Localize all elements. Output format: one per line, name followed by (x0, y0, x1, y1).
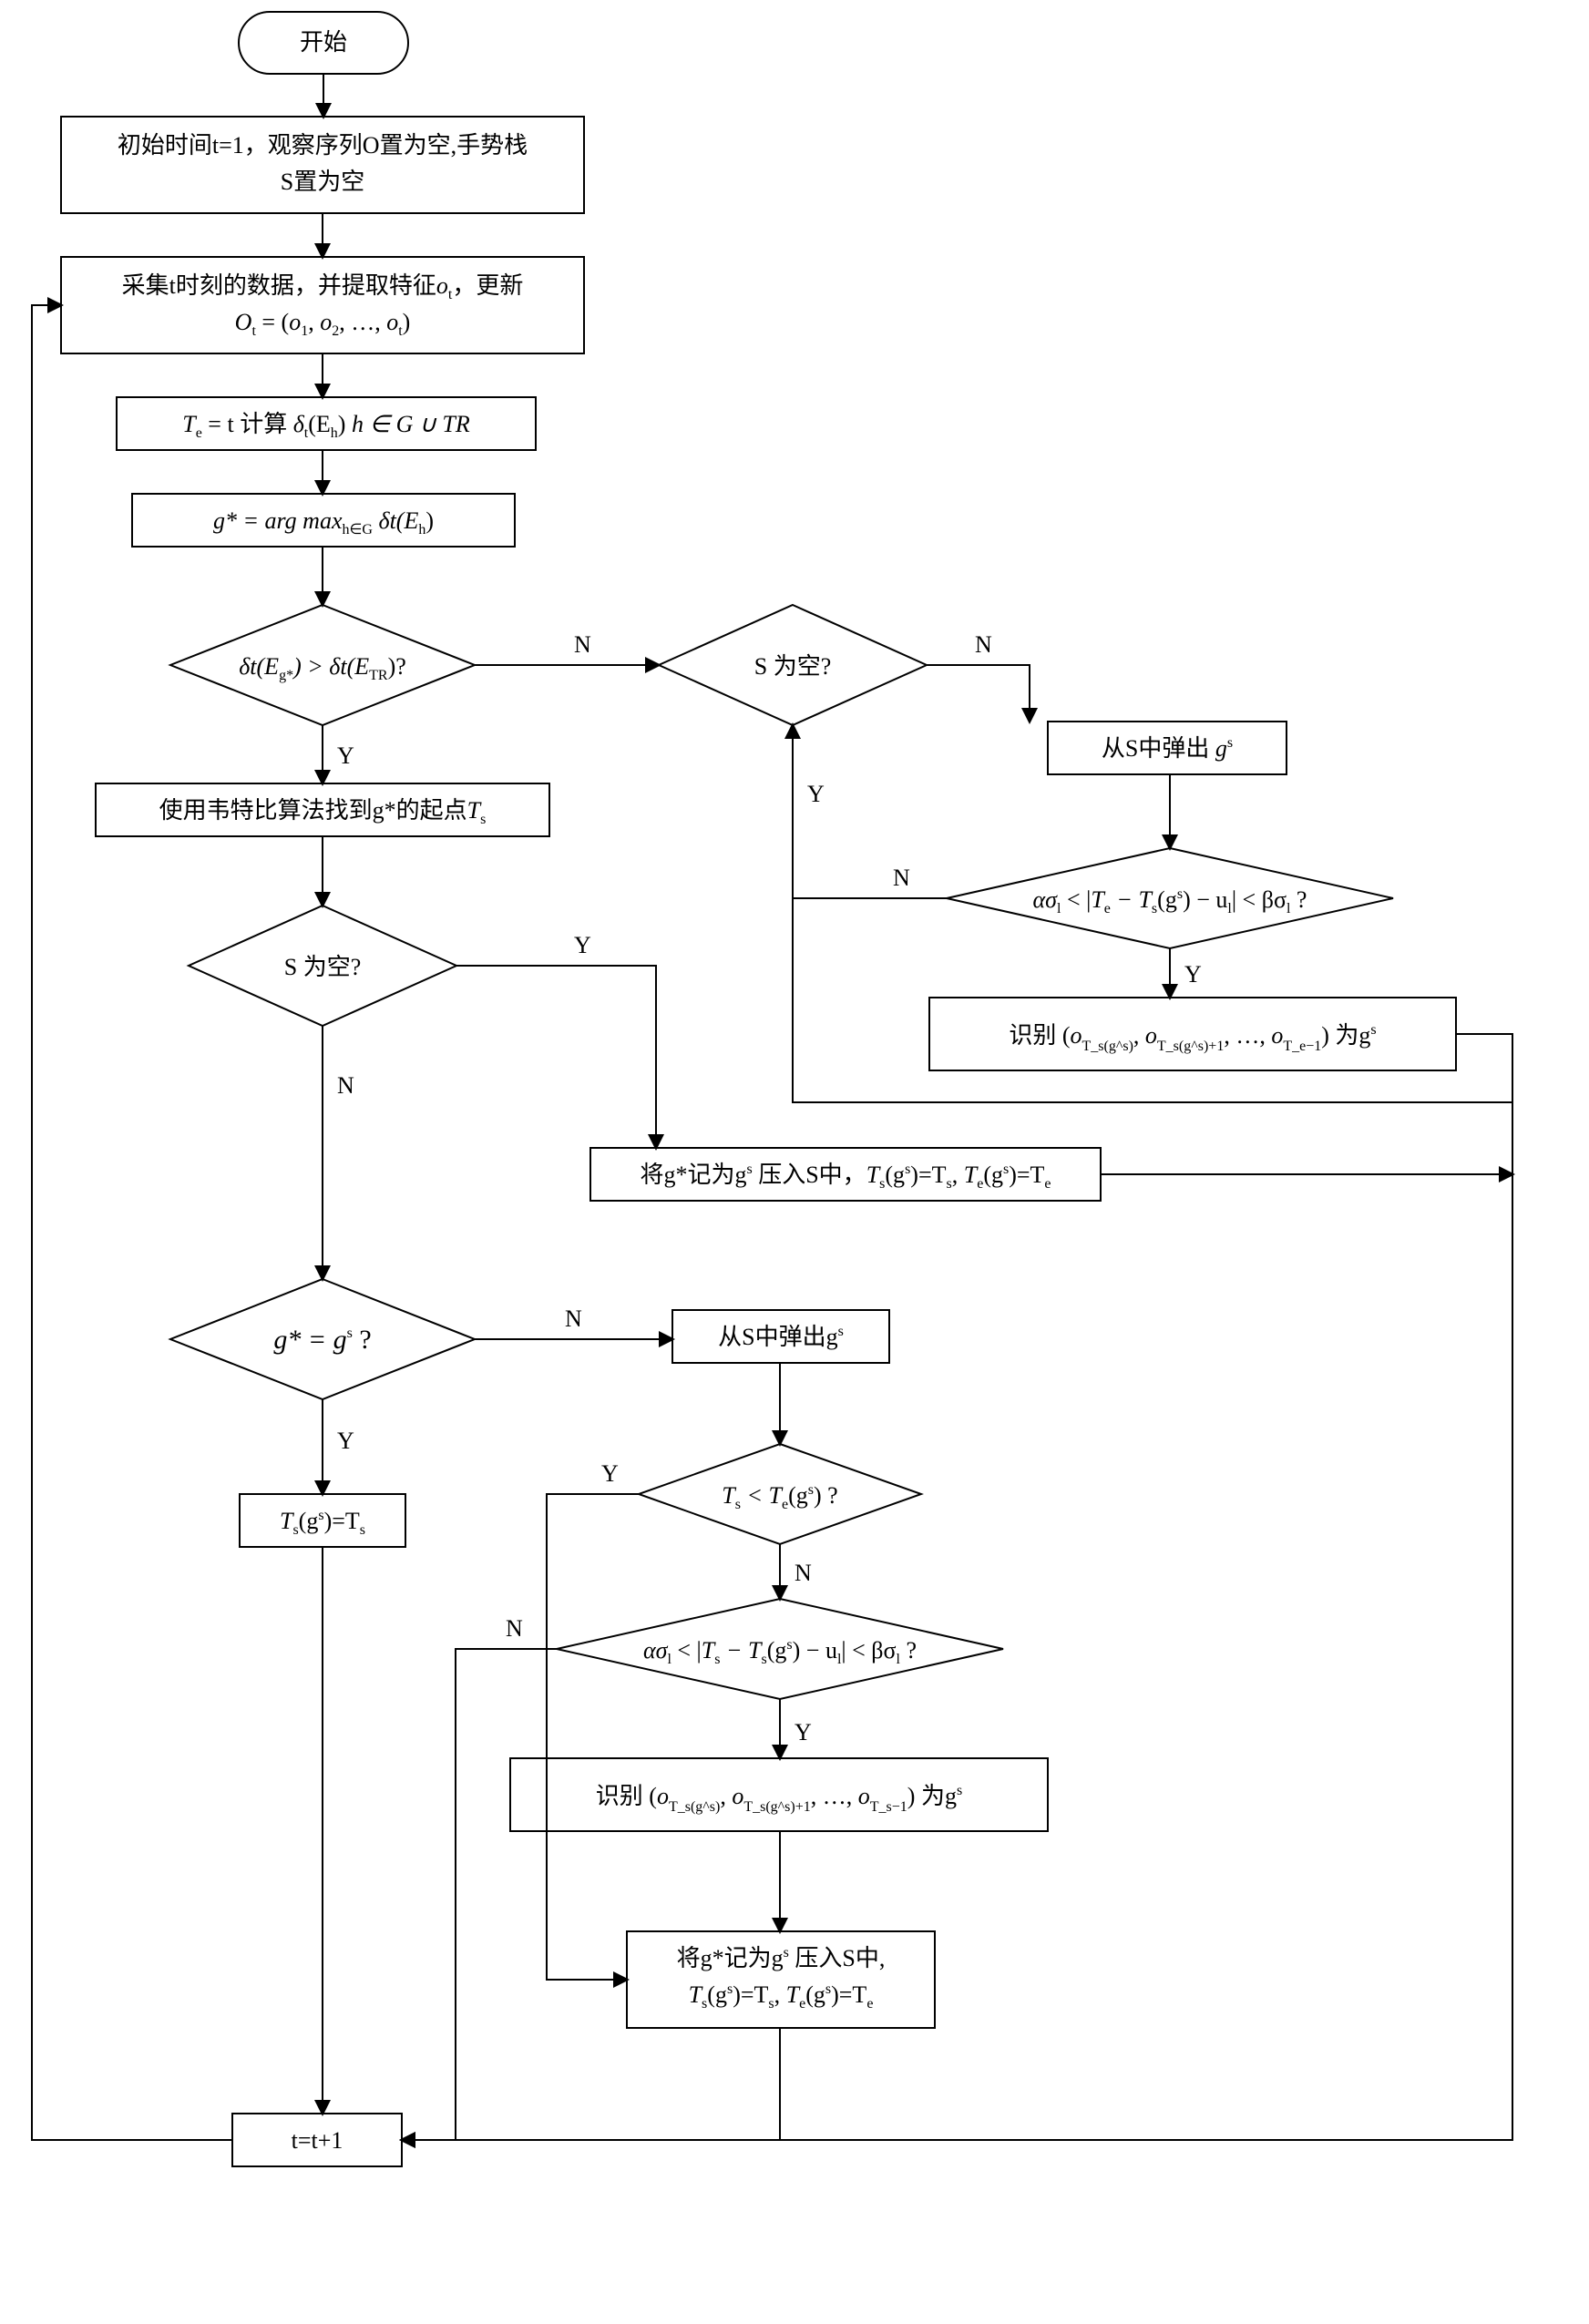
geq-yes: Y (337, 1428, 354, 1454)
sigma-r-yes: Y (1184, 961, 1202, 988)
edge-inc-collect (32, 305, 232, 2140)
node-collect-l2: Ot = (o1, o2, …, ot) (235, 309, 411, 339)
node-sigma-l-label: ασl < |Ts − Ts(gs) − ul| < βσl ? (643, 1637, 917, 1667)
node-sempty-r-label: S 为空? (754, 653, 832, 680)
sempty-l-no: N (337, 1072, 354, 1099)
node-init-l1: 初始时间t=1，观察序列O置为空,手势栈 (118, 132, 528, 159)
node-viterbi-label: 使用韦特比算法找到g*的起点Ts (159, 797, 487, 827)
node-inc-label: t=t+1 (292, 2127, 343, 2154)
node-pop-r-label: 从S中弹出 gs (1102, 735, 1233, 762)
sempty-r-yes: Y (807, 781, 825, 807)
flowchart: 开始 初始时间t=1，观察序列O置为空,手势栈 S置为空 采集t时刻的数据，并提… (0, 0, 1589, 2324)
node-collect (61, 257, 584, 353)
node-push2-l1: 将g*记为gs 压入S中, (677, 1945, 886, 1971)
ts-cmp-yes: Y (601, 1460, 619, 1487)
node-recog-l (510, 1758, 1048, 1831)
node-geq-label: g* = gs ? (273, 1325, 371, 1355)
sigma-l-no: N (506, 1615, 523, 1642)
node-sigma-r-label: ασl < |Te − Ts(gs) − ul| < βσl ? (1033, 886, 1307, 916)
node-init-l2: S置为空 (281, 169, 364, 195)
sempty-r-no: N (975, 631, 992, 658)
node-init (61, 117, 584, 213)
node-calc-label: Te = t 计算 δt(Eh) h ∈ G ∪ TR (182, 411, 470, 441)
node-argmax-label: g* = arg maxh∈G δt(Eh) (213, 507, 434, 537)
sempty-l-yes: Y (574, 932, 591, 958)
cmp1-yes: Y (337, 742, 354, 769)
node-push2-l2: Ts(gs)=Ts, Te(gs)=Te (689, 1981, 874, 2012)
cmp1-no: N (574, 631, 591, 658)
edge-sempty-l-push1 (456, 966, 656, 1148)
node-start-label: 开始 (300, 29, 347, 56)
edge-sempty-r-pop-r (927, 665, 1030, 722)
edge-push2-inc (402, 2028, 780, 2140)
node-push1-label: 将g*记为gs 压入S中，Ts(gs)=Ts, Te(gs)=Te (640, 1162, 1051, 1192)
ts-cmp-no: N (794, 1560, 812, 1586)
node-sempty-l-label: S 为空? (284, 954, 362, 980)
edge-ts-cmp-push2 (547, 1494, 639, 1980)
edge-sigma-l-inc (402, 1649, 557, 2140)
sigma-r-no: N (893, 865, 910, 891)
geq-no: N (565, 1305, 582, 1332)
edge-sigma-r-back (793, 725, 947, 898)
node-collect-l1: 采集t时刻的数据，并提取特征ot，更新 (122, 272, 524, 302)
node-pop-l-label: 从S中弹出gs (718, 1324, 844, 1350)
sigma-l-yes: Y (794, 1719, 812, 1746)
